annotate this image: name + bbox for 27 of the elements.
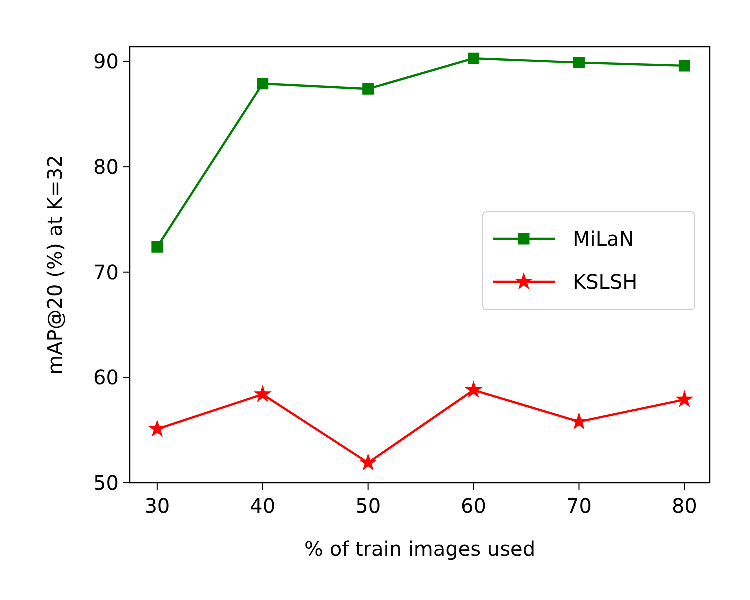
- point: [254, 386, 271, 402]
- y-tick-label: 90: [94, 50, 119, 74]
- y-tick-label: 50: [94, 471, 119, 495]
- point: [362, 83, 374, 95]
- point: [149, 420, 166, 436]
- point: [257, 78, 269, 90]
- legend-label: MiLaN: [573, 227, 634, 251]
- point: [571, 414, 588, 429]
- point: [573, 57, 585, 69]
- x-tick-label: 30: [144, 494, 170, 518]
- point: [678, 60, 690, 72]
- x-tick-label: 80: [672, 494, 698, 518]
- x-tick-label: 60: [461, 494, 487, 518]
- y-tick-label: 80: [94, 155, 119, 180]
- point: [466, 382, 482, 398]
- y-tick-label: 70: [94, 260, 119, 284]
- legend-label: KSLSH: [573, 270, 638, 294]
- x-axis-title: % of train images used: [304, 537, 536, 561]
- point: [360, 454, 376, 470]
- point: [676, 391, 693, 407]
- point: [468, 52, 480, 64]
- y-axis-title: mAP@20 (%) at K=32: [43, 155, 67, 375]
- x-tick-label: 50: [356, 494, 382, 518]
- x-tick-label: 70: [566, 494, 592, 518]
- point: [152, 241, 164, 253]
- y-tick-label: 60: [94, 366, 119, 390]
- x-tick-label: 40: [250, 494, 276, 518]
